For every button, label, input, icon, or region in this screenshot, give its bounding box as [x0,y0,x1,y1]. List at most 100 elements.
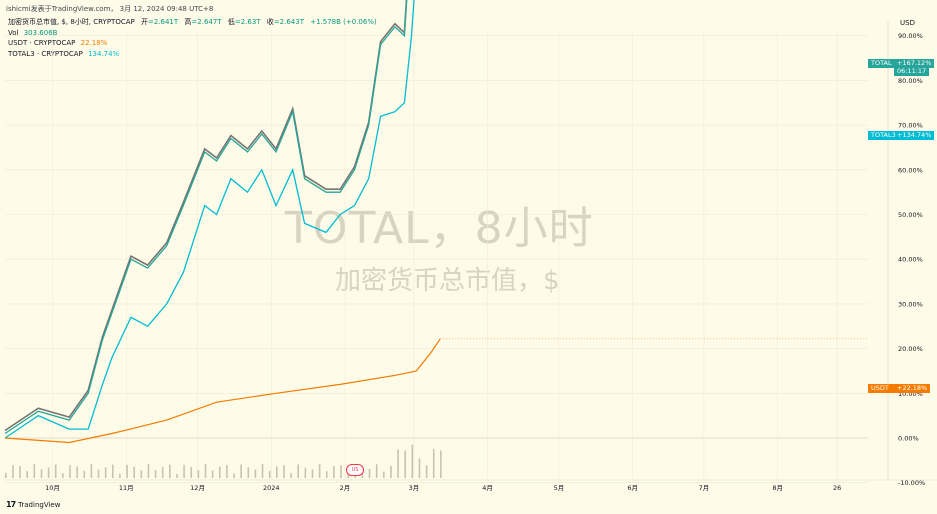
legend-usdt-value: 22.18% [80,39,108,47]
y-tick-label: 0.00% [898,435,919,443]
volume-bar [76,466,78,478]
volume-bar [12,465,14,478]
volume-bar [276,466,278,478]
volume-bar [268,470,271,478]
volume-bar [254,469,257,478]
legend-total3-value: 134.74% [88,49,120,58]
legend-total3-row[interactable]: TOTAL3 · CRYPTOCAP 134.74% [8,49,377,60]
volume-bar [104,467,107,478]
volume-bar [325,471,328,478]
tradingview-logo-text: TradingView [18,500,61,509]
x-tick-label: 2月 [340,484,351,492]
volume-bar [176,473,178,478]
legend-vol-label: Vol [8,28,19,37]
legend-low-value: =2.63T [234,18,261,26]
x-tick-label: 5月 [554,484,565,492]
price-tag-usdt-name: USDT [871,384,889,392]
economic-event-flag-icon[interactable]: US [346,464,364,476]
volume-bar [90,464,93,478]
x-tick-label: 6月 [627,484,638,492]
volume-bar [62,473,64,478]
legend-low-key: 低 [227,18,235,26]
legend-usdt-row[interactable]: USDT · CRYPTOCAP 22.18% [8,38,377,49]
x-tick-label: 3月 [409,484,420,492]
y-tick-label: 30.00% [898,300,923,308]
volume-bar [404,450,407,478]
price-tag-total3: TOTAL3+134.74% [868,131,935,140]
price-tag-usdt: USDT +22.18% [868,384,931,393]
volume-bar [411,444,414,478]
volume-bar [290,473,292,478]
series-line-total [4,0,408,435]
y-tick-label: 40.00% [898,256,923,264]
price-tag-total3-name: TOTAL3 [871,131,896,139]
x-tick-label: 12月 [190,484,205,492]
legend-close-value: =2.643T [273,18,304,26]
x-tick-label: 11月 [119,484,134,492]
volume-bar [347,472,349,478]
volume-bar [233,473,235,478]
volume-bar [69,465,71,478]
y-tick-label: 20.00% [898,345,923,353]
volume-bar [211,470,214,478]
volume-bar [190,467,193,478]
volume-bar [83,470,86,478]
volume-bar [432,448,435,478]
tradingview-mark-icon: 17 [6,500,16,509]
volume-bar [247,467,250,478]
volume-bar [333,466,335,478]
legend-vol-row[interactable]: Vol 303.606B [8,28,377,39]
volume-bar [126,464,128,478]
volume-bar [19,466,21,478]
volume-bar [154,470,157,478]
x-tick-label: 4月 [482,484,493,492]
volume-bar [383,471,385,478]
volume-bar [26,471,28,478]
series-line-usdt [4,338,441,444]
volume-bar [304,467,307,478]
tradingview-logo[interactable]: 17 TradingView [6,500,60,509]
x-tick-label: 2024 [263,484,280,492]
volume-bar [218,466,221,478]
volume-bar [390,465,392,478]
price-tag-total: TOTAL +167.12% [868,59,935,68]
y-tick-label: 80.00% [898,77,923,85]
legend-close-key: 收 [266,18,274,26]
price-tag-total3-value: +134.74% [897,131,932,139]
volume-bar [425,465,428,478]
volume-bar [240,464,242,478]
volume-bar [368,468,371,478]
legend-total3-label: TOTAL3 · CRYPTOCAP [8,49,83,58]
volume-bar [311,469,314,478]
volume-bar [418,458,421,478]
legend-main-row[interactable]: 加密货币总市值, $, 8小时, CRYPTOCAP 开=2.641T 高=2.… [8,17,377,28]
volume-bar [297,464,300,478]
volume-bar [5,472,7,478]
legend-vol-value: 303.606B [23,28,58,37]
volume-bar [169,464,171,478]
price-tag-total-name: TOTAL [871,59,892,67]
legend-usdt-label: USDT · CRYPTOCAP [8,39,76,47]
volume-bar [204,464,207,478]
watermark-symbol: TOTAL，8小时 [285,203,594,254]
volume-bar [47,467,50,478]
y-tick-label: 60.00% [898,166,923,174]
price-tag-countdown: 06:11:17 [894,67,930,76]
volume-bar [283,465,285,478]
legend-main-label: 加密货币总市值, $, 8小时, CRYPTOCAP [8,18,135,26]
x-tick-label: 26 [833,484,841,492]
currency-label[interactable]: USD [900,19,915,27]
volume-bar [33,464,36,478]
x-tick-label: 10月 [45,484,60,492]
volume-bar [197,470,200,478]
price-tag-total-value: +167.12% [897,59,932,67]
legend-change-value: +1.578B (+0.06%) [310,18,377,26]
volume-bar [397,449,399,478]
published-note: ishicmi发表于TradingView.com， 3月 12, 2024 0… [6,5,214,13]
series-total-candles [4,0,408,432]
y-tick-label: 70.00% [898,122,923,130]
volume-bar [97,469,100,478]
legend-open-value: =2.641T [147,18,179,26]
volume-bar [226,464,228,478]
